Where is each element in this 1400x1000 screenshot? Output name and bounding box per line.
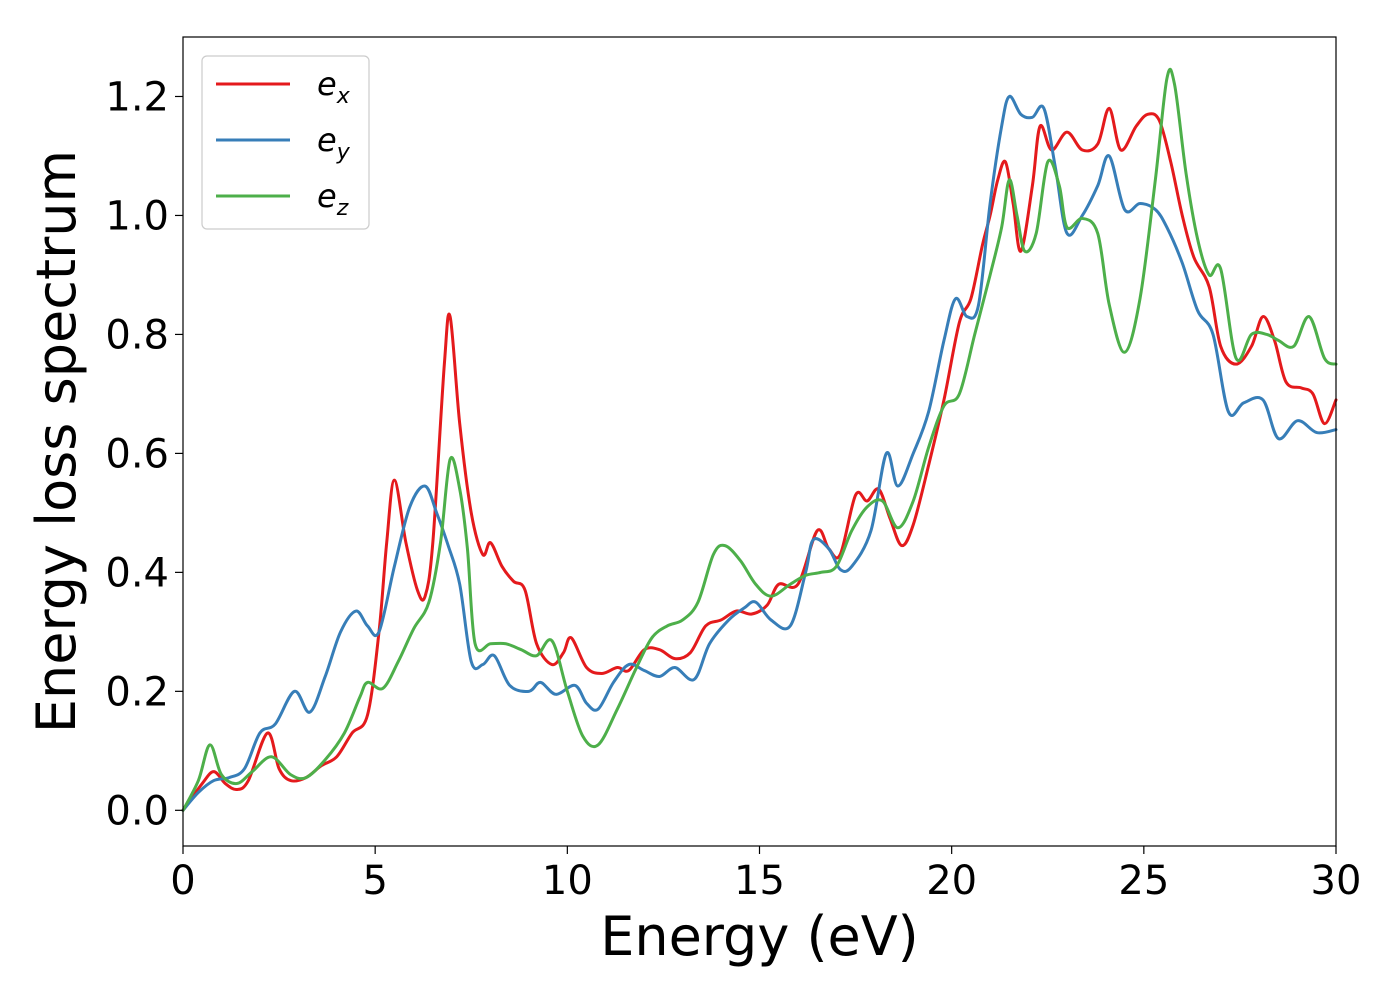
y-axis-ticks: 0.0 0.2 0.4 0.6 0.8 1.0 1.2	[105, 74, 183, 834]
x-tick-label: 0	[170, 858, 195, 904]
y-tick-label: 1.0	[105, 193, 169, 239]
legend-frame	[201, 55, 370, 230]
x-tick-label: 25	[1118, 858, 1169, 904]
y-tick-label: 0.8	[105, 312, 169, 358]
x-tick-label: 30	[1311, 858, 1362, 904]
y-tick-label: 0.6	[105, 431, 169, 477]
x-tick-label: 5	[362, 858, 387, 904]
x-tick-label: 15	[734, 858, 785, 904]
series-line-x	[181, 106, 1338, 812]
y-tick-label: 0.0	[105, 788, 169, 834]
y-tick-label: 0.2	[105, 669, 169, 715]
x-tick-label: 10	[542, 858, 593, 904]
series-layer	[181, 67, 1338, 812]
series-line-y	[181, 94, 1338, 812]
y-tick-label: 0.4	[105, 550, 169, 596]
x-tick-label: 20	[926, 858, 977, 904]
y-axis-title: Energy loss spectrum	[25, 150, 88, 733]
x-axis-title: Energy (eV)	[600, 905, 919, 968]
y-tick-label: 1.2	[105, 74, 169, 120]
series-line-z	[181, 67, 1338, 812]
x-axis-ticks: 0 5 10 15 20 25 30	[170, 846, 1361, 904]
